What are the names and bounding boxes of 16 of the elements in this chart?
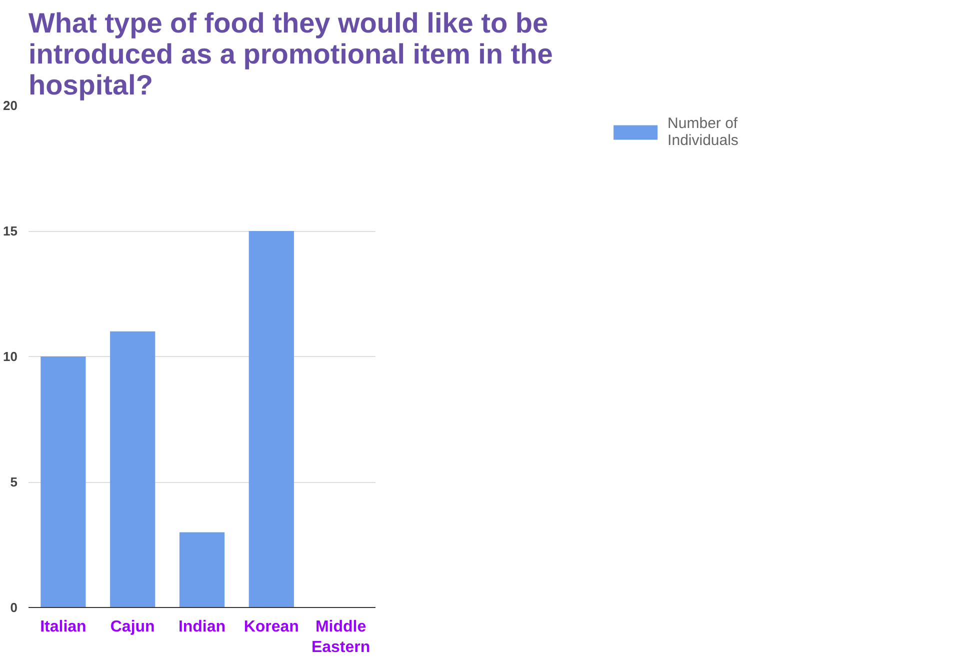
x-tick-label: Middle Eastern [311,618,370,656]
legend-label: Number of Individuals [668,115,738,149]
chart-title: What type of food they would like to be introduced as a promotional item in the hospital? [28,8,553,100]
y-tick-label: 0 [10,600,18,615]
bar [179,532,225,608]
x-tick-label: Indian [178,618,226,636]
x-tick-label: Korean [244,618,299,636]
y-tick-label: 10 [3,349,18,364]
x-tick-label: Italian [40,618,86,636]
y-tick-label: 15 [3,224,18,238]
bar [40,356,86,608]
y-tick-label: 5 [10,474,18,490]
bar [110,331,156,608]
x-tick-label: Cajun [110,618,155,636]
bar [248,231,294,608]
y-tick-label: 20 [3,98,18,113]
